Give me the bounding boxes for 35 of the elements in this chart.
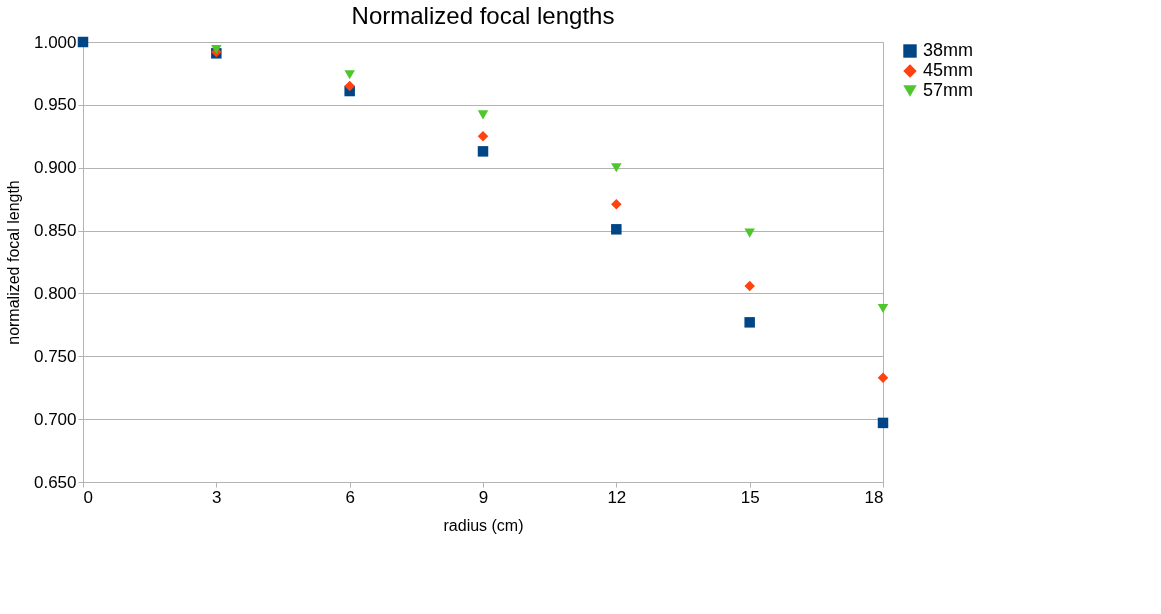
x-tick-label: 15 xyxy=(740,487,760,507)
point xyxy=(877,417,889,429)
y-tick-label: 0.900 xyxy=(33,158,77,178)
point xyxy=(477,146,489,157)
y-tick-label: 0.650 xyxy=(33,472,77,492)
legend-label: 38mm xyxy=(923,40,974,60)
point xyxy=(611,163,622,173)
y-tick-label: 0.950 xyxy=(33,95,77,115)
point xyxy=(877,372,889,383)
point xyxy=(744,280,755,292)
legend-label: 45mm xyxy=(923,60,974,80)
y-tick-label: 0.800 xyxy=(33,283,77,303)
point xyxy=(611,198,622,210)
y-tick-label: 0.850 xyxy=(33,221,77,241)
point xyxy=(477,110,489,120)
legend-label: 57mm xyxy=(923,80,974,100)
y-axis-title: normalized focal length xyxy=(4,180,22,345)
point xyxy=(77,36,89,48)
y-tick-label: 0.750 xyxy=(33,346,77,366)
x-axis-title: radius (cm) xyxy=(443,516,524,534)
x-tick-label: 12 xyxy=(607,487,627,507)
x-tick-label: 9 xyxy=(478,487,489,507)
x-tick-label: 6 xyxy=(345,487,355,507)
y-tick-label: 1.000 xyxy=(33,32,77,52)
point xyxy=(477,131,489,142)
point xyxy=(744,317,755,328)
point xyxy=(344,80,355,92)
chart-title: Normalized focal lengths xyxy=(351,2,615,29)
x-tick-label: 0 xyxy=(83,487,93,507)
x-tick-label: 3 xyxy=(212,487,222,507)
point xyxy=(877,303,889,314)
point xyxy=(344,70,355,80)
point xyxy=(611,224,622,235)
x-tick-label: 18 xyxy=(864,487,884,507)
y-tick-label: 0.700 xyxy=(33,409,77,429)
